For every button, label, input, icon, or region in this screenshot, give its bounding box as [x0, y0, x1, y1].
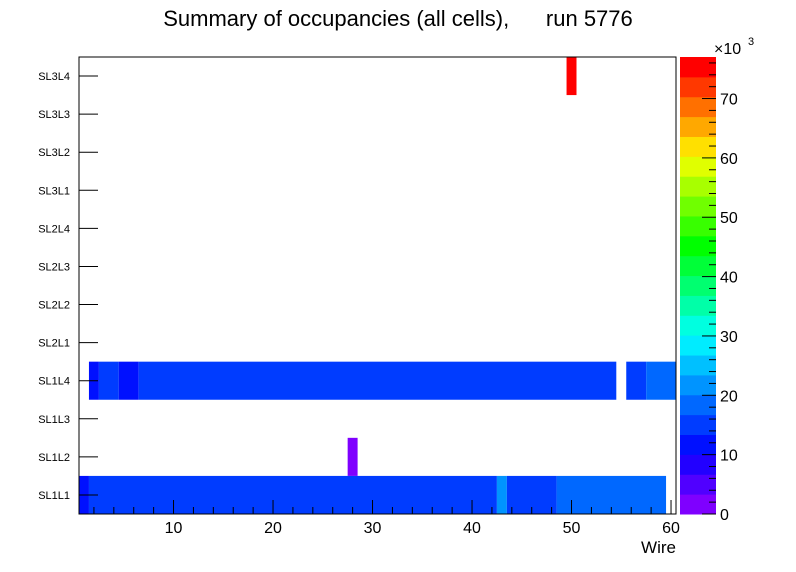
color-scale-band — [680, 454, 716, 475]
color-scale-band — [680, 235, 716, 257]
color-scale-band — [680, 295, 716, 316]
color-scale-band — [680, 136, 716, 157]
y-tick-label: SL1L4 — [38, 376, 70, 388]
heatmap-cell-SL1L1-2 — [496, 475, 507, 514]
color-scale-band — [680, 474, 716, 495]
color-scale-band — [680, 215, 716, 237]
x-tick-label: 30 — [364, 520, 382, 537]
heatmap-cells — [79, 57, 676, 514]
x-tick-label: 20 — [264, 520, 282, 537]
y-tick-label: SL3L3 — [38, 109, 70, 121]
chart-title: Summary of occupancies (all cells), run … — [163, 6, 633, 31]
x-tick-label: 40 — [463, 520, 481, 537]
color-scale-band — [680, 96, 716, 118]
y-axis: SL1L1 SL1L2 SL1L3 SL1L4 SL2L1 SL2L2 SL2L3 SL2L4… — [38, 71, 98, 502]
y-tick-label: SL3L2 — [38, 147, 70, 159]
x-tick-label: 60 — [662, 520, 680, 537]
color-scale-band — [680, 355, 716, 376]
z-tick-label: 10 — [720, 448, 738, 465]
y-tick-label: SL2L1 — [38, 338, 70, 350]
color-scale-band — [680, 335, 716, 356]
heatmap-cell-SL1L4-10 — [626, 361, 647, 400]
x-axis-title: Wire — [641, 538, 676, 557]
color-scale-band — [680, 414, 716, 436]
y-tick-label: SL1L3 — [38, 414, 70, 426]
z-exponent-label: ×10 — [714, 41, 741, 58]
y-tick-label: SL2L2 — [38, 300, 70, 312]
heatmap-cell-SL1L4-11 — [646, 361, 676, 400]
heatmap-cell-SL1L4-9 — [138, 361, 617, 400]
y-tick-label: SL2L4 — [38, 223, 70, 235]
heatmap-cell-SL3L4-12 — [566, 57, 577, 96]
x-axis: 10 20 30 40 50 60 — [93, 500, 680, 537]
y-tick-label: SL3L4 — [38, 71, 70, 83]
z-exponent-power: 3 — [748, 36, 754, 48]
color-scale-band — [680, 176, 716, 197]
color-scale-band — [680, 116, 716, 137]
color-scale-band — [680, 57, 716, 78]
z-tick-label: 20 — [720, 388, 738, 405]
x-tick-label: 10 — [165, 520, 183, 537]
y-tick-label: SL2L3 — [38, 261, 70, 273]
color-scale-band — [680, 374, 716, 396]
z-tick-label: 30 — [720, 329, 738, 346]
color-scale-band — [680, 315, 716, 336]
y-tick-label: SL1L2 — [38, 452, 70, 464]
y-tick-label: SL1L1 — [38, 490, 70, 502]
heatmap-cell-SL1L4-7 — [98, 361, 119, 400]
heatmap-cell-SL1L2-5 — [347, 437, 358, 476]
z-tick-label: 70 — [720, 92, 738, 109]
plot-frame — [78, 56, 677, 515]
color-scale: 0 10 20 30 40 50 60 70 ×10 3 — [680, 36, 754, 524]
color-scale-band — [680, 156, 716, 177]
color-scale-band — [680, 196, 716, 217]
heatmap-cell-SL1L4-8 — [118, 361, 139, 400]
z-tick-label: 40 — [720, 270, 738, 287]
color-scale-band — [680, 394, 716, 416]
color-scale-band — [680, 275, 716, 296]
color-scale-band — [680, 434, 716, 455]
z-tick-label: 0 — [720, 507, 729, 524]
color-scale-band — [680, 494, 716, 515]
z-tick-label: 60 — [720, 151, 738, 168]
x-tick-label: 50 — [563, 520, 581, 537]
y-tick-label: SL3L1 — [38, 185, 70, 197]
z-tick-label: 50 — [720, 210, 738, 227]
color-scale-band — [680, 76, 716, 98]
color-scale-band — [680, 255, 716, 277]
